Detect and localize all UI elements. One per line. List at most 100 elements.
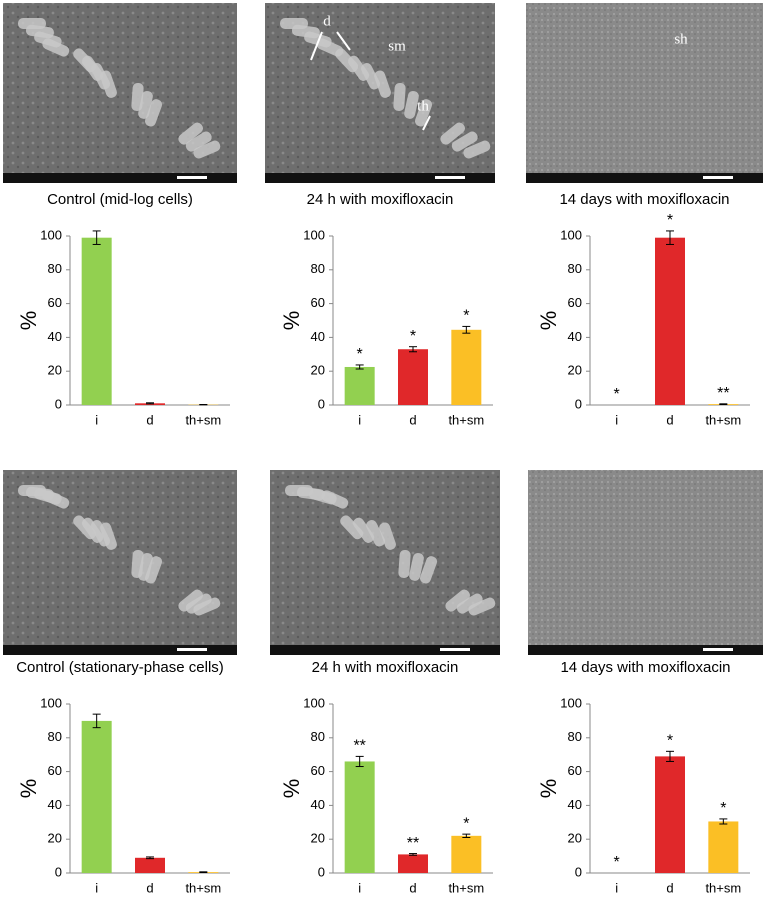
arrow (310, 31, 323, 61)
sem-image (526, 3, 763, 183)
bar (398, 854, 428, 873)
panel-caption: 24 h with moxifloxacin (312, 659, 459, 676)
image-label: sh (674, 31, 688, 47)
cell-shape (398, 549, 411, 578)
arrow (422, 115, 431, 131)
scale-bar (177, 176, 207, 179)
cell-shape (42, 38, 70, 57)
panel-caption: Control (mid-log cells) (47, 191, 193, 208)
y-tick-label: 40 (48, 329, 62, 344)
y-axis-label: % (536, 779, 561, 799)
significance-mark: * (357, 346, 363, 363)
y-tick-label: 40 (311, 797, 325, 812)
sem-image (528, 470, 763, 655)
cell-shape (440, 122, 465, 145)
significance-mark: ** (717, 385, 729, 402)
cell-shape (100, 70, 117, 98)
y-tick-label: 20 (311, 831, 325, 846)
bar (655, 237, 685, 405)
y-axis-label: % (279, 311, 304, 331)
y-tick-label: 20 (48, 363, 62, 378)
cell-shape (361, 62, 381, 90)
significance-mark: * (463, 815, 469, 832)
cell-shape (321, 490, 349, 509)
x-tick-label: i (615, 412, 618, 427)
x-tick-label: th+sm (448, 880, 484, 895)
y-axis-label: % (279, 779, 304, 799)
y-tick-label: 60 (568, 295, 582, 310)
y-tick-label: 60 (48, 763, 62, 778)
cell-shape (393, 82, 406, 111)
significance-mark: * (410, 328, 416, 345)
x-tick-label: i (615, 880, 618, 895)
scale-bar (177, 648, 207, 651)
cell-shape (144, 556, 163, 584)
cell-shape (463, 140, 491, 159)
panel-caption: 14 days with moxifloxacin (559, 191, 729, 208)
y-tick-label: 40 (568, 329, 582, 344)
y-tick-label: 100 (303, 695, 325, 710)
y-tick-label: 0 (55, 864, 62, 879)
x-tick-label: i (95, 412, 98, 427)
cell-shape (404, 90, 419, 119)
cell-shape (100, 522, 117, 550)
x-tick-label: d (409, 412, 416, 427)
image-label: sm (388, 38, 406, 54)
x-tick-label: d (666, 412, 673, 427)
cell-shape (456, 593, 483, 614)
significance-mark: * (667, 212, 673, 229)
significance-mark: * (614, 386, 620, 403)
cell-shape (414, 99, 433, 127)
x-tick-label: d (146, 412, 153, 427)
y-axis-label: % (16, 779, 41, 799)
y-tick-label: 80 (48, 729, 62, 744)
scale-strip (526, 173, 763, 183)
scale-strip (528, 645, 763, 655)
y-tick-label: 100 (303, 227, 325, 242)
x-tick-label: d (409, 880, 416, 895)
image-label: th (417, 98, 429, 114)
x-tick-label: i (95, 880, 98, 895)
scale-strip (265, 173, 495, 183)
y-tick-label: 40 (48, 797, 62, 812)
significance-mark: ** (353, 738, 365, 755)
y-tick-label: 80 (311, 261, 325, 276)
y-tick-label: 0 (575, 396, 582, 411)
y-tick-label: 80 (568, 729, 582, 744)
cell-shape (340, 515, 364, 540)
bar (344, 366, 375, 405)
cell-shape (353, 517, 375, 543)
y-tick-label: 60 (311, 295, 325, 310)
cell-shape (42, 490, 70, 509)
cell-shape (419, 556, 438, 584)
y-tick-label: 100 (40, 227, 62, 242)
significance-mark: * (667, 733, 673, 750)
cell-shape (193, 597, 221, 616)
y-tick-label: 80 (311, 729, 325, 744)
bar (655, 756, 685, 873)
cell-shape (409, 552, 424, 581)
scale-bar (703, 176, 733, 179)
cell-shape (144, 99, 163, 127)
bar (451, 835, 482, 873)
significance-mark: * (614, 854, 620, 871)
significance-mark: ** (407, 835, 419, 852)
cell-shape (178, 122, 203, 145)
scale-strip (3, 645, 237, 655)
bar (708, 821, 739, 873)
y-tick-label: 60 (568, 763, 582, 778)
panel-caption: Control (stationary-phase cells) (16, 659, 224, 676)
y-tick-label: 100 (40, 695, 62, 710)
y-axis-label: % (536, 311, 561, 331)
x-tick-label: th+sm (705, 880, 741, 895)
significance-mark: * (720, 800, 726, 817)
y-tick-label: 100 (560, 227, 582, 242)
arrow (336, 31, 351, 51)
y-tick-label: 0 (575, 864, 582, 879)
x-tick-label: d (666, 880, 673, 895)
x-tick-label: th+sm (705, 412, 741, 427)
y-tick-label: 20 (568, 831, 582, 846)
cell-shape (193, 140, 221, 159)
